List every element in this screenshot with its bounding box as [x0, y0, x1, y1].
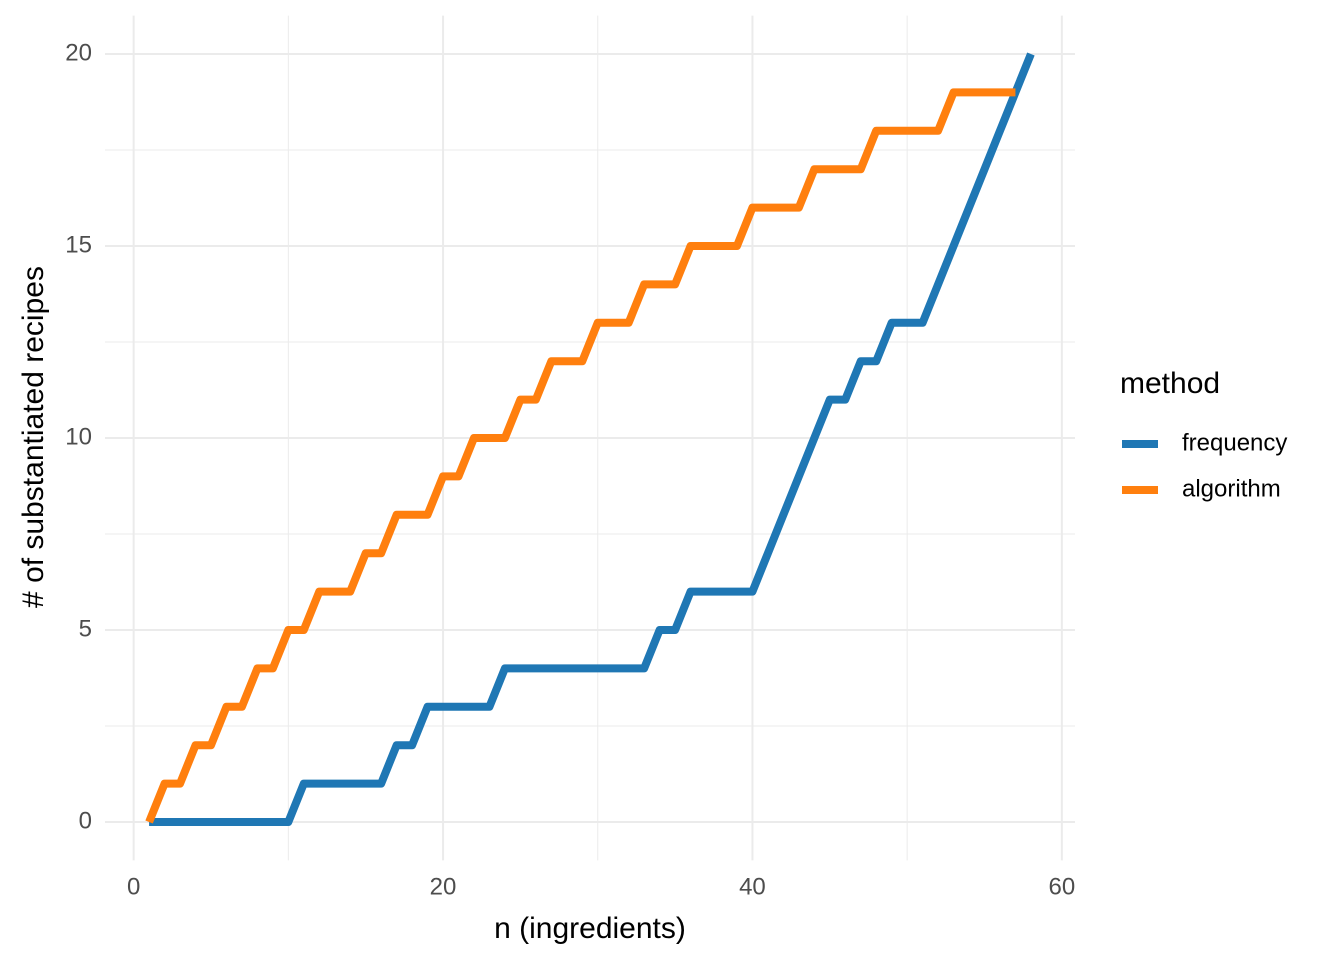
- y-tick-label: 15: [65, 231, 92, 258]
- y-axis-title: # of substantiated recipes: [17, 266, 50, 608]
- x-tick-label: 60: [1048, 873, 1075, 900]
- y-tick-label: 0: [79, 807, 92, 834]
- y-tick-label: 5: [79, 615, 92, 642]
- series-line: [145, 88, 1016, 824]
- x-tick-label: 40: [739, 873, 766, 900]
- y-tick-label: 10: [65, 423, 92, 450]
- x-axis-title: n (ingredients): [494, 912, 686, 945]
- x-tick-label: 20: [430, 873, 457, 900]
- x-tick-label: 0: [127, 873, 140, 900]
- legend-title: method: [1120, 367, 1220, 400]
- legend-label: frequency: [1182, 429, 1287, 456]
- series-line: [149, 52, 1035, 826]
- legend-label: algorithm: [1182, 475, 1281, 502]
- y-tick-label: 20: [65, 39, 92, 66]
